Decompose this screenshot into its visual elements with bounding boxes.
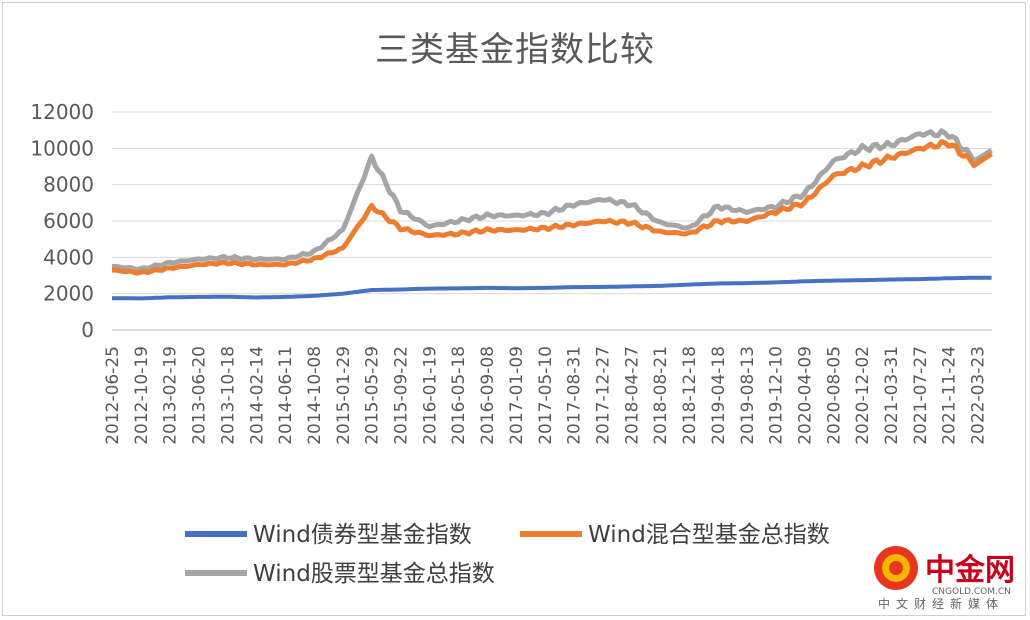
- y-tick-label: 2000: [43, 282, 94, 306]
- x-tick-label: 2015-01-29: [334, 346, 354, 445]
- x-axis-ticks: 2012-06-25 2012-10-19 2013-02-19 2013-06-20…: [103, 346, 989, 445]
- x-tick-label: 2014-02-14: [247, 346, 267, 445]
- x-tick-label: 2016-05-18: [449, 346, 469, 445]
- legend-label: Wind股票型基金总指数: [253, 561, 495, 587]
- x-tick-label: 2020-12-02: [853, 346, 873, 445]
- x-tick-label: 2019-08-13: [738, 346, 758, 445]
- y-tick-label: 6000: [43, 209, 94, 233]
- series-line-3: [111, 128, 993, 273]
- x-tick-label: 2015-05-29: [363, 346, 383, 445]
- x-tick-label: 2017-01-09: [507, 346, 527, 445]
- x-tick-label: 2018-12-18: [680, 346, 700, 445]
- x-tick-label: 2020-08-05: [824, 346, 844, 445]
- x-tick-label: 2018-08-21: [651, 346, 671, 445]
- series-line-1: [112, 275, 992, 301]
- watermark-name: 中金网: [925, 553, 1015, 588]
- x-tick-label: 2019-04-18: [709, 346, 729, 445]
- y-tick-label: 12000: [30, 100, 94, 124]
- x-tick-label: 2017-08-31: [565, 346, 585, 445]
- y-tick-label: 0: [81, 318, 94, 342]
- watermark-logo: 中金网 CNGOLD.COM.CN 中文财经新媒体: [874, 546, 1015, 611]
- x-tick-label: 2013-10-18: [218, 346, 238, 445]
- x-tick-label: 2022-03-23: [969, 346, 989, 445]
- x-tick-label: 2012-10-19: [132, 346, 152, 445]
- x-tick-label: 2014-06-11: [276, 346, 296, 445]
- x-tick-label: 2015-09-22: [392, 346, 412, 445]
- x-tick-label: 2016-01-19: [420, 346, 440, 445]
- y-axis-ticks: 0 2000 4000 6000 8000 10000 12000: [30, 100, 94, 342]
- legend-label: Wind债券型基金指数: [253, 522, 472, 548]
- chart-title: 三类基金指数比较: [375, 30, 655, 70]
- x-tick-label: 2012-06-25: [103, 346, 123, 445]
- y-tick-label: 8000: [43, 173, 94, 197]
- x-tick-label: 2014-10-08: [305, 346, 325, 445]
- x-tick-label: 2016-09-08: [478, 346, 498, 445]
- x-tick-label: 2021-11-24: [940, 346, 960, 445]
- watermark-tagline: 中文财经新媒体: [878, 596, 1004, 611]
- watermark-domain: CNGOLD.COM.CN: [932, 587, 1011, 597]
- y-tick-label: 4000: [43, 245, 94, 269]
- x-tick-label: 2013-06-20: [190, 346, 210, 445]
- grid-lines: [112, 111, 992, 331]
- x-tick-label: 2021-03-31: [882, 346, 902, 445]
- watermark-logo-core: [889, 561, 903, 575]
- series-lines: [111, 128, 993, 301]
- x-tick-label: 2017-12-27: [593, 346, 613, 445]
- series-line-2: [112, 139, 993, 276]
- x-tick-label: 2013-02-19: [161, 346, 181, 445]
- x-tick-label: 2019-12-10: [767, 346, 787, 445]
- x-tick-label: 2017-05-10: [536, 346, 556, 445]
- y-tick-label: 10000: [30, 136, 94, 160]
- legend-label: Wind混合型基金总指数: [588, 522, 830, 548]
- legend: Wind债券型基金指数 Wind混合型基金总指数 Wind股票型基金总指数: [185, 522, 830, 587]
- x-tick-label: 2021-07-27: [911, 346, 931, 445]
- x-tick-label: 2020-04-09: [795, 346, 815, 445]
- x-tick-label: 2018-04-27: [622, 346, 642, 445]
